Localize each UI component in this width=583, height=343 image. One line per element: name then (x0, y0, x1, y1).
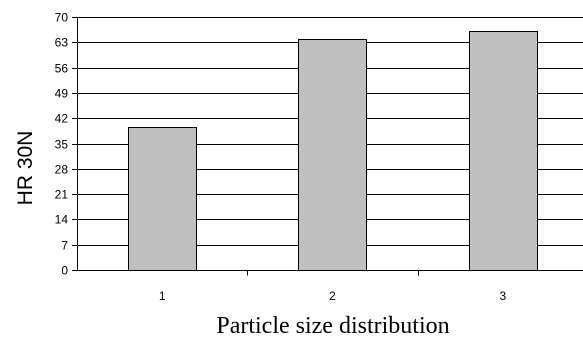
x-tick-label: 3 (499, 289, 506, 303)
bar-1 (128, 127, 197, 271)
bar-3 (469, 31, 538, 271)
y-tick-label: 7 (61, 239, 68, 253)
y-tick-label: 28 (55, 163, 69, 177)
x-tick-label: 1 (159, 289, 166, 303)
y-tick-label: 35 (55, 138, 69, 152)
bars (128, 31, 538, 271)
y-tick-label: 21 (55, 188, 69, 202)
y-tick-label: 56 (55, 62, 69, 76)
y-tick-labels: 0 7 14 21 28 35 42 49 56 63 70 (55, 11, 69, 278)
y-axis-title: HR 30N (14, 131, 37, 206)
x-tick-label: 2 (329, 289, 336, 303)
y-tick-label: 14 (55, 213, 69, 227)
y-tick-label: 0 (61, 264, 68, 278)
x-axis-title: Particle size distribution (216, 313, 449, 339)
bar-2 (298, 39, 367, 271)
y-tick-label: 49 (55, 87, 69, 101)
axes (72, 17, 583, 276)
y-tick-label: 42 (55, 112, 69, 126)
x-tick-labels: 1 2 3 (159, 289, 507, 303)
y-tick-label: 63 (55, 36, 69, 50)
y-tick-label: 70 (55, 11, 69, 25)
